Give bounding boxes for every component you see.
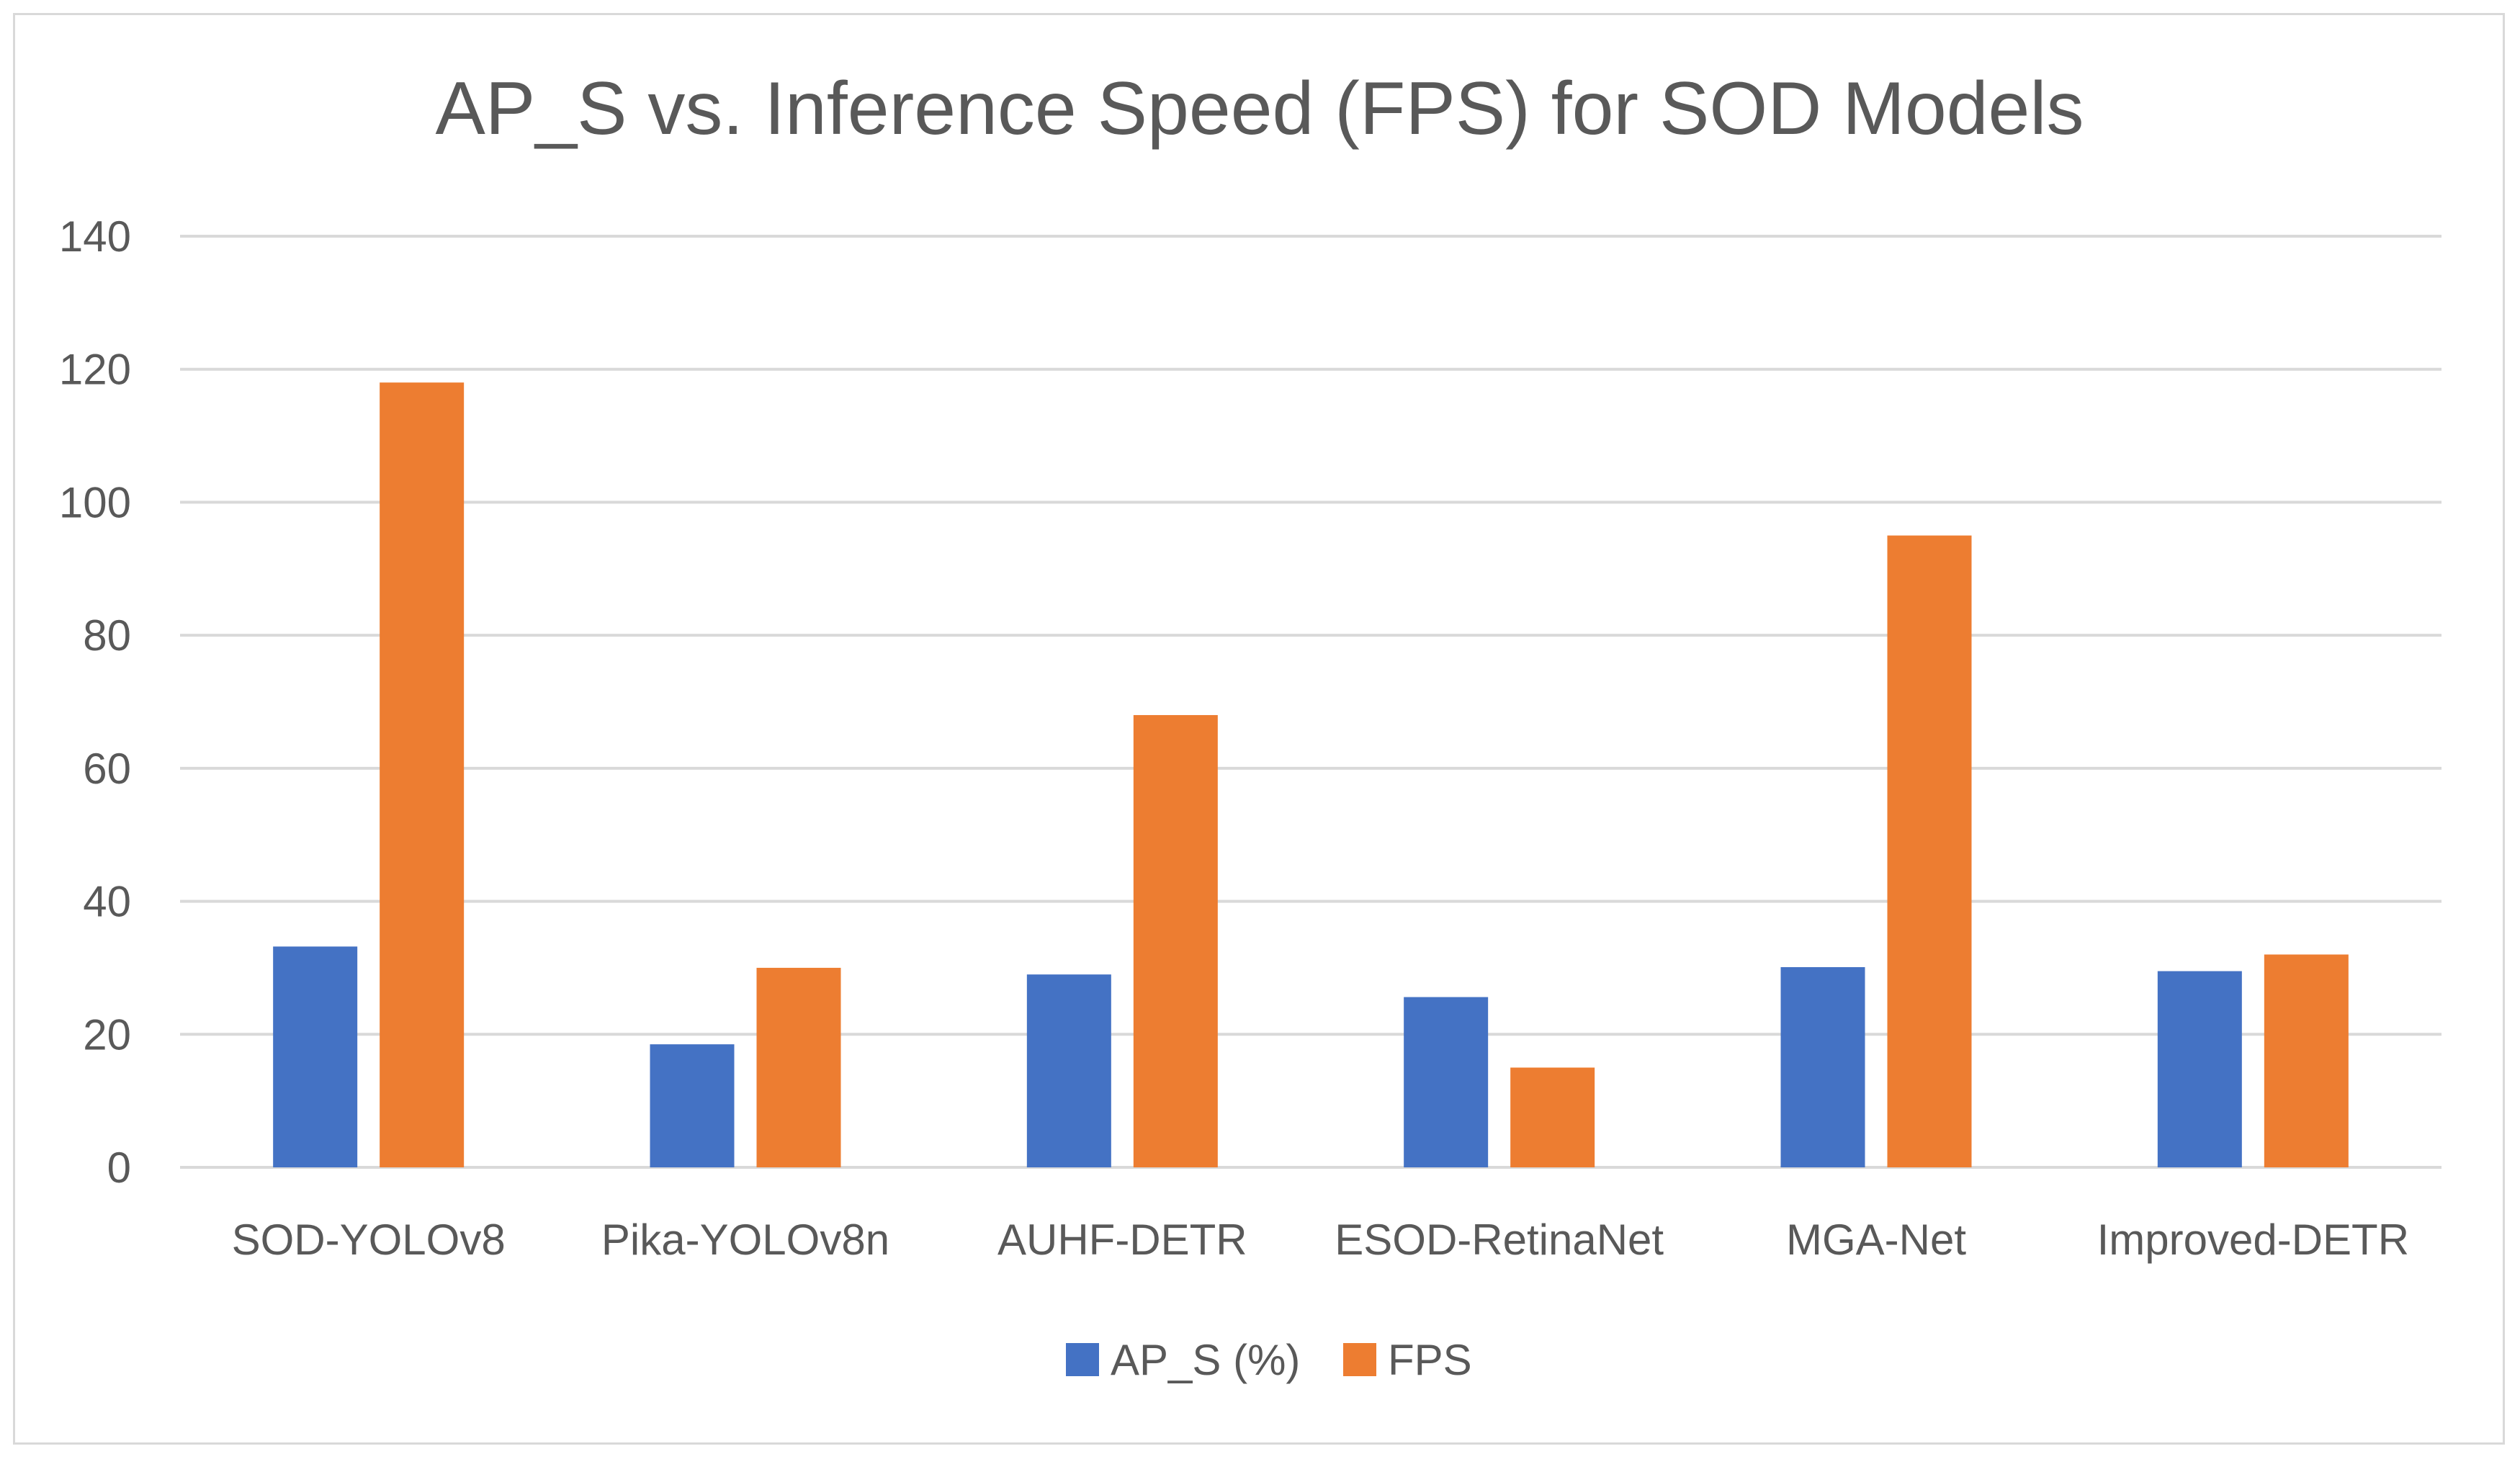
y-axis-tick-labels: 0 20 40 60 80 100 120 140 [59, 212, 131, 1192]
y-tick-label: 0 [107, 1144, 131, 1192]
y-tick-label: 60 [83, 745, 131, 793]
x-tick-label: Improved-DETR [2097, 1216, 2409, 1264]
y-tick-label: 20 [83, 1010, 131, 1059]
x-axis-category-labels: SOD-YOLOv8 Pika-YOLOv8n AUHF-DETR ESOD-Reti… [232, 1216, 2409, 1264]
legend-swatch-ap-s [1066, 1343, 1099, 1376]
x-tick-label: SOD-YOLOv8 [232, 1216, 506, 1264]
bar-ap-s-pika-yolov8n [650, 1044, 735, 1167]
bar-fps-improved-detr [2264, 954, 2349, 1167]
bar-ap-s-mga-net [1780, 967, 1865, 1167]
legend-label-fps: FPS [1388, 1336, 1472, 1384]
chart-title: AP_S vs. Inference Speed (FPS) for SOD M… [436, 67, 2084, 151]
bar-fps-mga-net [1887, 535, 1972, 1167]
x-tick-label: Pika-YOLOv8n [601, 1216, 889, 1264]
legend: AP_S (%) FPS [1066, 1336, 1472, 1384]
bar-fps-esod-retinanet [1510, 1067, 1595, 1167]
y-tick-label: 140 [59, 212, 131, 261]
bars [273, 382, 2349, 1167]
y-tick-label: 80 [83, 611, 131, 660]
legend-swatch-fps [1343, 1343, 1376, 1376]
y-tick-label: 100 [59, 478, 131, 526]
bar-ap-s-auhf-detr [1026, 974, 1111, 1167]
legend-label-ap-s: AP_S (%) [1111, 1336, 1300, 1384]
bar-fps-sod-yolov8 [380, 382, 465, 1167]
bar-fps-auhf-detr [1133, 714, 1218, 1167]
bar-ap-s-improved-detr [2157, 971, 2242, 1167]
y-tick-label: 40 [83, 878, 131, 926]
gridlines [180, 235, 2441, 1169]
x-tick-label: MGA-Net [1786, 1216, 1966, 1264]
y-tick-label: 120 [59, 346, 131, 394]
x-tick-label: AUHF-DETR [997, 1216, 1247, 1264]
x-tick-label: ESOD-RetinaNet [1335, 1216, 1664, 1264]
bar-fps-pika-yolov8n [756, 967, 841, 1167]
bar-ap-s-esod-retinanet [1404, 997, 1489, 1167]
bar-ap-s-sod-yolov8 [273, 946, 358, 1167]
